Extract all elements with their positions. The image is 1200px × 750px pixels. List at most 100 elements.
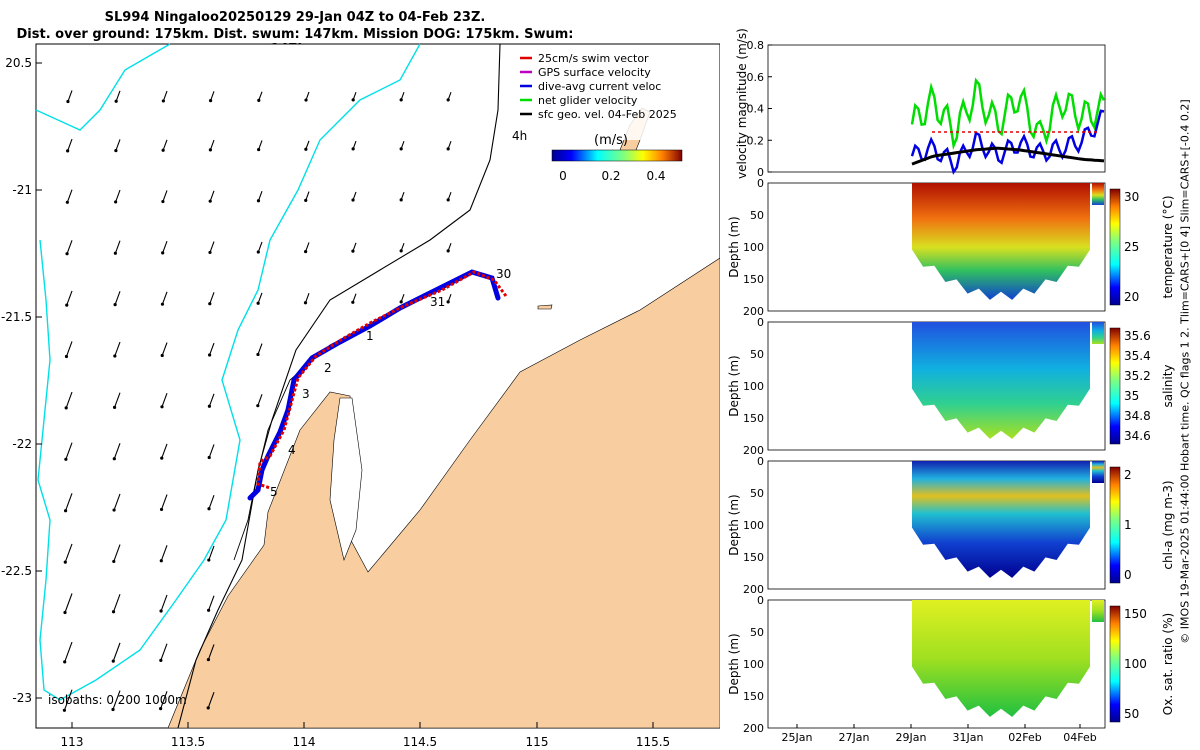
isobath-label: isobaths: 0 200 1000m xyxy=(48,693,187,707)
colorbar-tick-label: 35 xyxy=(1124,389,1139,403)
arrow-head xyxy=(351,300,355,304)
surface-velocity-arrow xyxy=(160,643,168,661)
arrow-head xyxy=(304,98,308,102)
colorbar-title: salinity xyxy=(1161,364,1175,407)
surface-velocity-arrow xyxy=(209,139,215,151)
track-day-label: 2 xyxy=(324,361,332,375)
surface-velocity-arrow xyxy=(65,391,73,409)
map-ytick-label: -21 xyxy=(12,183,32,197)
surface-velocity-arrow xyxy=(160,545,168,561)
isobath-1000 xyxy=(177,43,501,729)
surface-velocity-arrow xyxy=(115,90,121,102)
surface-velocity-arrow xyxy=(208,545,215,561)
map-ytick-label: -23 xyxy=(12,691,32,705)
section-fill xyxy=(912,461,1090,578)
section-panel-chla: 0 50 100 150 200 Depth (m) 2 1 0 chl-a (mg m-3) xyxy=(727,455,1175,596)
surface-velocity-arrow xyxy=(65,493,73,511)
colorbar-tick-label: 150 xyxy=(1124,607,1147,621)
arrow-head xyxy=(159,658,163,662)
track-day-label: 1 xyxy=(366,329,374,343)
section-colorbar xyxy=(1109,605,1121,723)
depth-axis-label: Depth (m) xyxy=(727,633,741,694)
colorbar-tick: 0.2 xyxy=(601,169,620,183)
depth-tick: 200 xyxy=(743,583,764,596)
map-xtick-label: 113 xyxy=(61,735,84,749)
time-tick-label: 04Feb xyxy=(1063,731,1096,744)
arrow-head xyxy=(257,98,261,102)
colorbar-title: temperature (°C) xyxy=(1161,196,1175,299)
legend-entry: 25cm/s swim vector xyxy=(538,52,649,65)
arrow-head xyxy=(160,302,165,306)
surface-velocity-arrow xyxy=(114,240,121,254)
vel-ytick: 0.2 xyxy=(747,134,765,147)
arrow-head xyxy=(160,353,164,358)
arrow-head xyxy=(159,707,163,711)
surface-velocity-arrow xyxy=(113,594,121,612)
depth-tick: 150 xyxy=(743,551,764,564)
arrow-head xyxy=(351,98,355,102)
surface-velocity-arrow xyxy=(257,191,263,201)
arrow-head xyxy=(256,250,260,254)
legend-entry: GPS surface velocity xyxy=(538,66,651,79)
arrow-head xyxy=(112,559,116,564)
depth-tick: 150 xyxy=(743,690,764,703)
colorbar-tick-label: 2 xyxy=(1124,468,1132,482)
arrow-head xyxy=(399,98,403,102)
depth-tick: 200 xyxy=(743,305,764,318)
surface-velocity-arrow xyxy=(66,290,73,306)
arrow-head xyxy=(161,251,165,255)
arrow-head xyxy=(257,147,261,152)
depth-tick: 0 xyxy=(757,177,764,190)
arrow-head xyxy=(114,148,118,153)
arrow-head xyxy=(351,147,355,151)
map-xtick-label: 115 xyxy=(526,735,549,749)
colorbar-title: Ox. sat. ratio (%) xyxy=(1161,613,1175,715)
surface-velocity-arrow xyxy=(304,293,310,303)
arrow-head xyxy=(112,405,117,409)
time-tick-label: 31Jan xyxy=(953,731,984,744)
arrow-head xyxy=(206,657,211,662)
section-fill xyxy=(912,600,1090,717)
surface-velocity-arrow xyxy=(209,292,215,304)
depth-tick: 0 xyxy=(757,455,764,468)
surface-velocity-arrow xyxy=(160,691,168,709)
surface-velocity-arrow xyxy=(208,444,215,458)
track-day-label: 30 xyxy=(496,267,511,281)
arrow-head xyxy=(114,99,118,103)
arrow-head xyxy=(399,300,403,304)
arrow-head xyxy=(113,303,117,307)
surface-velocity-arrow xyxy=(161,393,168,407)
surface-velocity-arrow xyxy=(113,493,121,511)
map-xtick-label: 114 xyxy=(293,735,316,749)
arrow-head xyxy=(65,252,69,256)
surface-velocity-arrow xyxy=(63,689,73,711)
surface-velocity-arrow xyxy=(209,190,215,202)
depth-axis-label: Depth (m) xyxy=(727,216,741,277)
arrow-head xyxy=(161,199,165,204)
arrow-head xyxy=(256,199,261,203)
depth-tick: 50 xyxy=(750,348,764,361)
coastline-cyan xyxy=(35,43,421,701)
arrow-head xyxy=(256,301,260,305)
section-colorbar xyxy=(1109,466,1121,584)
surface-velocity-arrow xyxy=(113,544,121,562)
arrow-head xyxy=(446,198,450,202)
colorbar-title: (m/s) xyxy=(594,133,628,148)
colorbar-tick: 0 xyxy=(559,169,567,183)
surface-velocity-arrow xyxy=(209,342,215,356)
arrow-head xyxy=(63,509,68,513)
end-patch xyxy=(1092,322,1104,344)
arrow-head xyxy=(112,508,116,512)
surface-velocity-arrow xyxy=(161,342,168,356)
section-colorbar xyxy=(1109,327,1121,445)
arrow-head xyxy=(208,353,212,357)
arrow-head xyxy=(304,147,308,151)
arrow-head xyxy=(446,98,450,102)
map-xtick-label: 115.5 xyxy=(636,735,670,749)
arrow-head xyxy=(113,251,117,255)
surface-velocity-arrow xyxy=(161,494,168,510)
depth-tick: 150 xyxy=(743,273,764,286)
arrow-head xyxy=(114,200,118,204)
